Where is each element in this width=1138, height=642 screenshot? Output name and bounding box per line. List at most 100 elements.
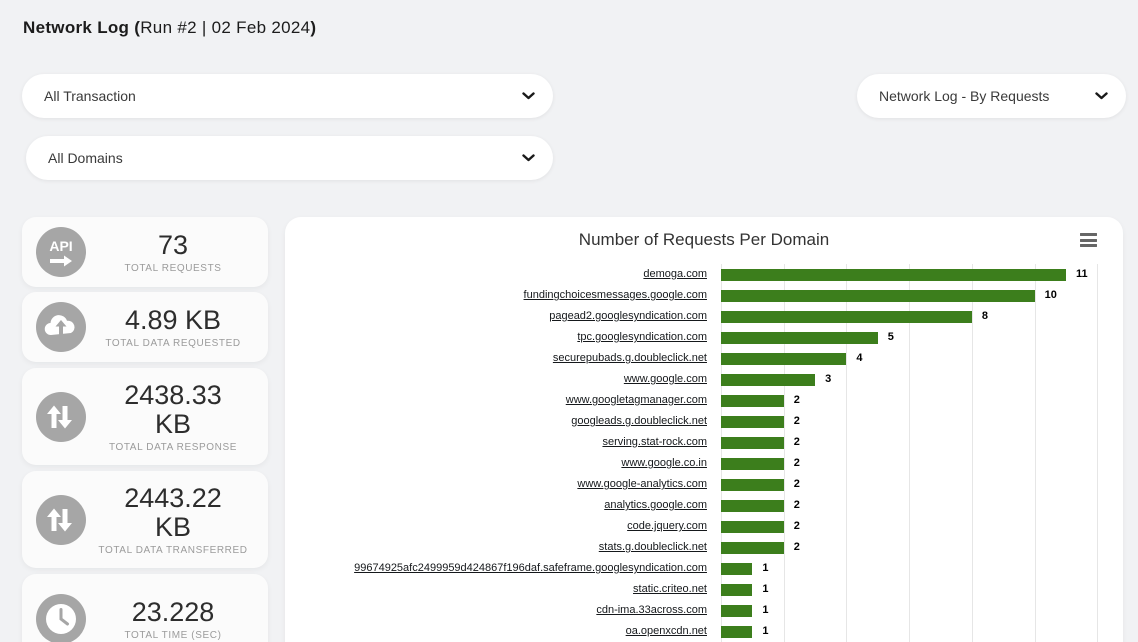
stat-value: 2438.33 KB [124,379,222,439]
domain-label-link[interactable]: pagead2.googlesyndication.com [549,310,707,322]
stat-label: TOTAL DATA REQUESTED [105,337,241,349]
request-count-bar [721,436,784,449]
stat-card-data-transferred: 2443.22 KB TOTAL DATA TRANSFERRED [22,471,268,568]
domain-label-link[interactable]: securepubads.g.doubleclick.net [552,352,707,364]
chart-row: www.google.com 3 [285,369,1123,390]
domain-label-link[interactable]: cdn-ima.33across.com [596,604,707,616]
page-title-suffix: ) [310,18,317,37]
requests-per-domain-chart: Number of Requests Per Domain demoga.com… [285,217,1123,642]
domain-label-link[interactable]: www.google-analytics.com [577,478,707,490]
chart-row: 99674925afc2499959d424867f196daf.safefra… [285,558,1123,579]
domain-label-cell: www.google.co.in [285,453,721,474]
chart-row: analytics.google.com 2 [285,495,1123,516]
domains-filter-select[interactable]: All Domains [26,136,553,180]
domain-label-link[interactable]: tpc.googlesyndication.com [577,331,707,343]
page-title-run-info: Run #2 | 02 Feb 2024 [140,18,311,37]
clock-icon [36,594,86,642]
transaction-filter-select[interactable]: All Transaction [22,74,553,118]
chart-row: static.criteo.net 1 [285,579,1123,600]
request-count-bar [721,352,847,365]
domains-filter-value: All Domains [48,150,123,166]
bar-value-label: 10 [1044,289,1057,301]
chart-title: Number of Requests Per Domain [578,230,830,249]
domain-label-link[interactable]: www.googletagmanager.com [565,394,707,406]
domain-label-cell: www.google-analytics.com [285,474,721,495]
domain-label-link[interactable]: fundingchoicesmessages.google.com [523,289,707,301]
bar-cell: 2 [721,495,1123,516]
chart-row: code.jquery.com 2 [285,516,1123,537]
chart-row: demoga.com 11 [285,264,1123,285]
stat-card-total-requests: API 73 TOTAL REQUESTS [22,217,268,287]
bar-value-label: 3 [825,373,832,385]
domain-label-link[interactable]: stats.g.doubleclick.net [598,541,707,553]
stat-value: 23.228 [131,596,215,627]
request-count-bar [721,583,753,596]
domain-label-link[interactable]: www.google.com [623,373,707,385]
domain-label-cell: securepubads.g.doubleclick.net [285,348,721,369]
bar-value-label: 1 [762,562,769,574]
domain-label-cell: www.google.com [285,369,721,390]
domain-label-link[interactable]: serving.stat-rock.com [602,436,707,448]
bar-cell: 2 [721,474,1123,495]
bar-cell: 2 [721,537,1123,558]
chevron-down-icon [522,154,535,162]
chart-gridlines [721,264,1114,642]
chart-row: www.google-analytics.com 2 [285,474,1123,495]
stat-value: 73 [157,229,189,260]
request-count-bar [721,625,753,638]
svg-text:API: API [49,238,72,254]
gridline [846,264,847,642]
bar-cell: 1 [721,579,1123,600]
request-count-bar [721,478,784,491]
domain-label-cell: cdn-ima.33across.com [285,600,721,621]
bar-value-label: 2 [793,415,800,427]
chart-context-menu-button[interactable] [1080,233,1097,247]
domain-label-cell: www.googletagmanager.com [285,390,721,411]
chart-view-select[interactable]: Network Log - By Requests [857,74,1126,118]
request-count-bar [721,457,784,470]
bar-value-label: 2 [793,520,800,532]
domain-label-link[interactable]: 99674925afc2499959d424867f196daf.safefra… [354,562,707,574]
hamburger-icon [1080,244,1097,247]
bar-value-label: 2 [793,436,800,448]
stat-label: TOTAL DATA RESPONSE [108,441,238,453]
transaction-filter-value: All Transaction [44,88,136,104]
request-count-bar [721,541,784,554]
chart-row: pagead2.googlesyndication.com 8 [285,306,1123,327]
domain-label-cell: pagead2.googlesyndication.com [285,306,721,327]
domain-label-cell: fundingchoicesmessages.google.com [285,285,721,306]
request-count-bar [721,268,1066,281]
request-count-bar [721,562,753,575]
bar-value-label: 1 [762,583,769,595]
hamburger-icon [1080,238,1097,242]
bar-value-label: 1 [762,625,769,637]
domain-label-link[interactable]: oa.openxcdn.net [625,625,707,637]
request-count-bar [721,499,784,512]
bar-cell: 5 [721,327,1123,348]
request-count-bar [721,415,784,428]
chart-row: tpc.googlesyndication.com 5 [285,327,1123,348]
domain-label-cell: analytics.google.com [285,495,721,516]
gridline [1097,264,1098,642]
domain-label-link[interactable]: www.google.co.in [621,457,707,469]
bar-value-label: 5 [887,331,894,343]
request-count-bar [721,289,1035,302]
chart-row: www.google.co.in 2 [285,453,1123,474]
gridline [909,264,910,642]
domain-label-link[interactable]: analytics.google.com [604,499,707,511]
bar-cell: 2 [721,516,1123,537]
gridline [1035,264,1036,642]
chart-row: serving.stat-rock.com 2 [285,432,1123,453]
bar-cell: 10 [721,285,1123,306]
domain-label-link[interactable]: demoga.com [643,268,707,280]
domain-label-cell: 99674925afc2499959d424867f196daf.safefra… [285,558,721,579]
domain-label-link[interactable]: static.criteo.net [633,583,707,595]
domain-label-link[interactable]: googleads.g.doubleclick.net [571,415,707,427]
bar-cell: 2 [721,432,1123,453]
chart-row: securepubads.g.doubleclick.net 4 [285,348,1123,369]
bar-cell: 1 [721,621,1123,642]
data-transfer-icon [36,391,86,442]
bar-cell: 1 [721,600,1123,621]
domain-label-cell: oa.openxcdn.net [285,621,721,642]
domain-label-link[interactable]: code.jquery.com [627,520,707,532]
